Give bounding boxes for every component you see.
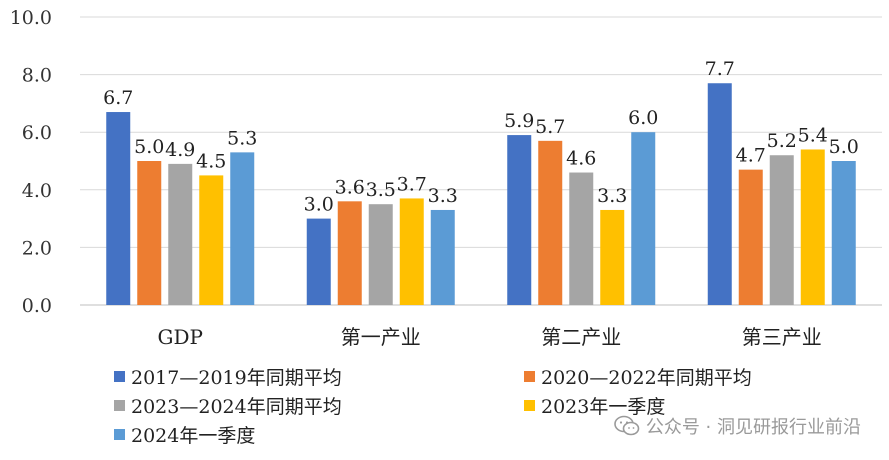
legend-item: 2023年一季度 [524,392,665,419]
legend-label: 2020—2022年同期平均 [541,367,752,389]
legend: 2017—2019年同期平均 2020—2022年同期平均 2023—2024年同期… [114,363,874,453]
bar [106,112,131,305]
y-tick-label: 4.0 [22,180,52,202]
bar [600,209,625,305]
bar [769,155,794,305]
legend-swatch [524,400,535,411]
y-axis-ticks: 0.0 2.0 4.0 6.0 8.0 10.0 [10,7,52,317]
bar [569,172,594,305]
legend-swatch [114,371,125,382]
x-axis-ticks: GDP 第一产业 第二产业 第三产业 [158,325,822,349]
bar [738,169,763,305]
bars [106,83,856,306]
bar [399,198,424,305]
data-label: 3.7 [397,173,427,195]
data-label: 5.2 [767,130,797,152]
bar [430,209,455,305]
bar [337,201,362,305]
bar [707,83,732,306]
y-tick-label: 8.0 [22,65,52,87]
legend-swatch [524,371,535,382]
y-tick-label: 0.0 [22,295,52,317]
legend-label: 2023—2024年同期平均 [131,396,342,418]
x-tick-label: 第一产业 [341,325,421,349]
bar [507,135,532,305]
data-label: 3.3 [428,185,458,207]
legend-label: 2024年一季度 [131,425,256,447]
data-label: 5.7 [535,116,565,138]
data-label: 4.9 [165,139,195,161]
bar [538,140,563,305]
data-label: 3.0 [304,194,334,216]
watermark-text: 公众号 · 洞见研报行业前沿 [645,417,861,438]
data-label: 5.4 [798,124,828,146]
bar [800,149,825,305]
data-label: 6.7 [103,87,133,109]
bar-chart: 0.02.04.06.08.010.0 6.75.0 4.94.55.33.03.… [10,7,882,349]
wechat-icon [614,415,640,436]
data-label: 3.5 [366,179,396,201]
legend-item: 2020—2022年同期平均 [524,363,752,390]
x-tick-label: 第二产业 [541,325,621,349]
data-labels: 6.75.0 4.94.55.33.03.6 3.5 3.73.35.9 5.74.63… [103,58,859,215]
data-label: 5.9 [504,110,534,132]
bar [306,218,331,305]
legend-label: 2023年一季度 [541,396,666,418]
data-label: 6.0 [628,107,658,129]
bar [831,161,856,305]
legend-swatch [114,400,125,411]
data-label: 4.5 [196,150,226,172]
legend-swatch [114,429,125,440]
x-tick-label: GDP [158,325,203,349]
data-label: 3.6 [335,176,365,198]
y-tick-label: 10.0 [10,7,52,29]
data-label: 4.6 [566,148,596,170]
data-label: 4.7 [736,145,766,167]
legend-item: 2024年一季度 [114,421,255,448]
legend-item: 2023—2024年同期平均 [114,392,342,419]
legend-label: 2017—2019年同期平均 [131,367,342,389]
y-tick-label: 2.0 [22,237,52,259]
watermark: 公众号 · 洞见研报行业前沿 [614,413,861,439]
bar [631,132,656,305]
data-label: 3.3 [597,185,627,207]
data-label: 5.0 [134,136,164,158]
bar [168,163,193,305]
bar [230,152,255,305]
data-label: 5.3 [227,127,257,149]
bar [137,161,162,305]
bar [199,175,224,305]
data-label: 5.0 [829,136,859,158]
data-label: 7.7 [705,58,735,80]
legend-item: 2017—2019年同期平均 [114,363,342,390]
y-tick-label: 6.0 [22,122,52,144]
bar [368,204,393,305]
x-tick-label: 第三产业 [742,325,822,349]
